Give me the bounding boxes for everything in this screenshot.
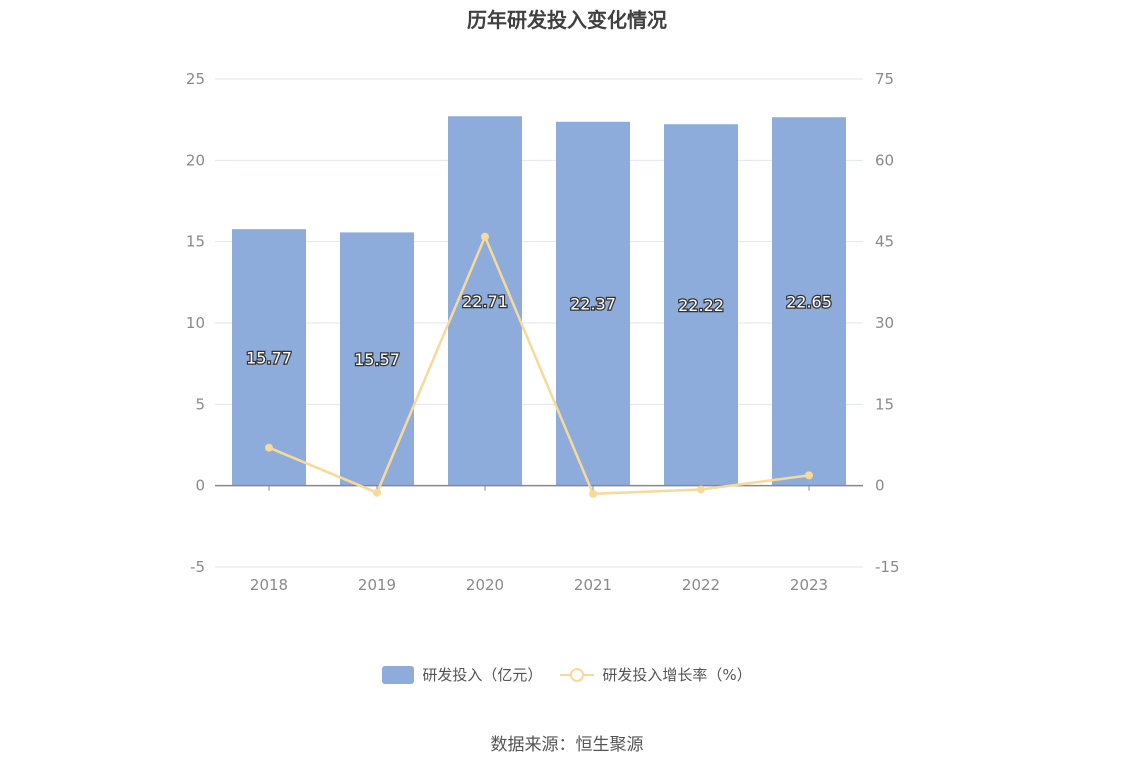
- y-left-tick-label: 25: [186, 70, 205, 88]
- bar-value-label: 22.37: [570, 295, 616, 314]
- growth-point[interactable]: [805, 471, 813, 480]
- y-right-tick-label: 30: [875, 314, 894, 332]
- bar[interactable]: [340, 232, 414, 486]
- y-left-tick-label: 15: [186, 233, 205, 251]
- y-right-tick-label: 60: [875, 151, 894, 169]
- x-tick-label: 2018: [250, 576, 288, 594]
- source-text: 数据来源：恒生聚源: [490, 735, 644, 755]
- y-axis-left: -5 0 5 10 15 20 25: [186, 70, 205, 576]
- growth-point[interactable]: [481, 232, 489, 241]
- grid-lines: [215, 78, 863, 568]
- bar-value-label: 22.22: [678, 296, 724, 315]
- y-left-tick-label: 20: [186, 151, 205, 169]
- bar-value-label: 22.65: [786, 292, 832, 311]
- legend-line-label: 研发投入增长率（%）: [602, 666, 752, 684]
- bar[interactable]: [232, 229, 306, 486]
- growth-line-series: [265, 232, 813, 498]
- y-right-tick-label: 15: [875, 395, 894, 413]
- bar-series: [232, 116, 846, 486]
- legend-item-bar[interactable]: 研发投入（亿元）: [382, 664, 542, 685]
- y-axis-right: -15 0 15 30 45 60 75: [875, 70, 900, 576]
- legend-bar-swatch: [382, 665, 415, 684]
- legend-line-swatch: [560, 667, 595, 682]
- legend: 研发投入（亿元） 研发投入增长率（%）: [0, 664, 1134, 685]
- x-tick-label: 2019: [358, 576, 396, 594]
- bar[interactable]: [448, 116, 522, 486]
- bar-value-label: 15.57: [354, 350, 400, 369]
- y-left-tick-label: 5: [195, 395, 205, 413]
- growth-point[interactable]: [373, 488, 381, 497]
- bar[interactable]: [772, 117, 846, 486]
- bar-value-labels: 15.77 15.57 22.71 22.37 22.22 22.65: [245, 291, 833, 371]
- growth-point[interactable]: [265, 443, 273, 452]
- y-right-tick-label: 75: [875, 70, 894, 88]
- y-left-tick-label: -5: [190, 558, 205, 576]
- bar[interactable]: [664, 124, 738, 486]
- y-right-tick-label: -15: [875, 558, 900, 576]
- y-left-tick-label: 0: [195, 477, 205, 495]
- bar[interactable]: [556, 121, 630, 486]
- growth-line: [268, 233, 810, 496]
- x-tick-label: 2023: [790, 576, 828, 594]
- growth-point[interactable]: [589, 489, 597, 498]
- x-axis: [215, 484, 863, 491]
- legend-bar-label: 研发投入（亿元）: [422, 666, 543, 684]
- x-axis-tick-labels: 2018 2019 2020 2021 2022 2023: [250, 576, 828, 594]
- bar-value-label: 15.77: [246, 348, 292, 367]
- y-right-tick-label: 45: [875, 233, 894, 251]
- y-left-tick-label: 10: [186, 314, 205, 332]
- x-tick-label: 2020: [466, 576, 504, 594]
- x-tick-label: 2021: [574, 576, 612, 594]
- bar-value-label: 22.71: [462, 292, 508, 311]
- y-right-tick-label: 0: [875, 477, 885, 495]
- growth-point[interactable]: [697, 485, 705, 494]
- chart-title: 历年研发投入变化情况: [467, 8, 667, 32]
- legend-item-line[interactable]: 研发投入增长率（%）: [560, 664, 752, 685]
- x-tick-label: 2022: [682, 576, 720, 594]
